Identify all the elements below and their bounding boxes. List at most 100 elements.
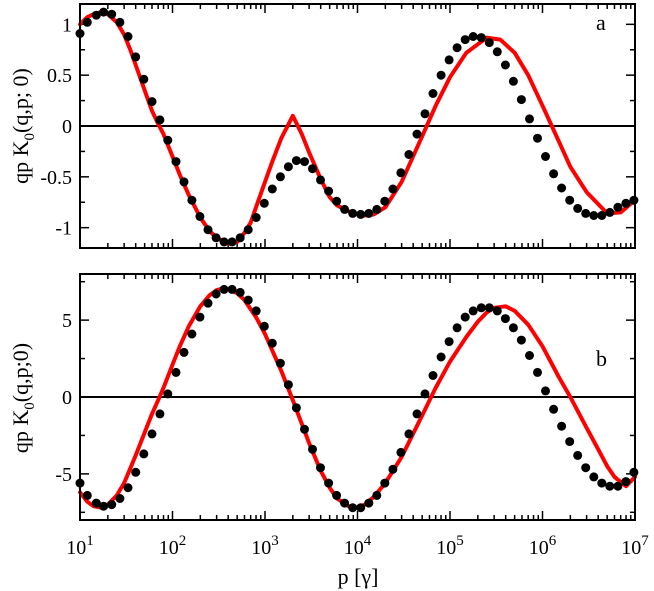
panel-a-data-point	[99, 7, 109, 17]
xtick-label-exponent: 5	[456, 533, 464, 549]
panel-b-data-point	[476, 303, 486, 313]
panel-a-data-point	[516, 95, 526, 105]
panel-a-series-line	[78, 10, 637, 246]
panel-b-data-point	[227, 284, 237, 294]
panel-a-data-point	[557, 183, 567, 193]
xtick-label-base: 10	[436, 537, 456, 559]
panel-b-data-point	[589, 472, 599, 482]
panel-b-data-point	[243, 295, 253, 305]
panel-a-data-point	[235, 233, 245, 243]
panel-a-data-point	[348, 208, 358, 218]
panel-b-data-point	[565, 437, 575, 447]
panel-b-data-point	[396, 447, 406, 457]
panel-b-frame	[79, 273, 636, 521]
xtick-label-base: 10	[344, 537, 364, 559]
panel-a-ylabel-main: qp K	[8, 140, 33, 184]
panel-b-data-point	[171, 367, 181, 377]
panel-b-data-point	[573, 450, 583, 460]
xtick-label: 106	[529, 533, 557, 559]
panel-a-data-point	[195, 212, 205, 221]
panel-b-data-point	[155, 409, 165, 419]
panel-b-data-point	[187, 329, 197, 339]
panel-b-data-point	[123, 483, 133, 493]
panel-b-data-point	[613, 481, 623, 491]
panel-a-ytick-label: 0.5	[47, 65, 72, 87]
panel-b-data-point	[444, 337, 454, 347]
panel-a-data-point	[412, 129, 422, 139]
panel-b-data-point	[420, 389, 430, 399]
panel-b-data-point	[251, 306, 261, 316]
xtick-label-exponent: 6	[549, 533, 557, 549]
panel-b-data-point	[629, 467, 639, 477]
panel-a-data-point	[203, 225, 213, 235]
panel-a-data-point	[324, 186, 334, 196]
panel-a-data-point	[227, 237, 237, 247]
panel-a-data-point	[388, 184, 398, 194]
panel-b-ylabel-main: qp K	[8, 410, 33, 454]
panel-a-ytick-label: 0	[62, 116, 72, 138]
panel-a-data-point	[275, 172, 285, 182]
panel-b-data-point	[99, 501, 109, 511]
panel-b-data-point	[219, 284, 229, 294]
panel-a-data-point	[107, 9, 117, 19]
xtick-label-base: 10	[621, 537, 641, 559]
panel-a-data-point	[243, 225, 253, 235]
panel-b-data-point	[291, 403, 301, 413]
panel-a-data-point	[436, 70, 446, 80]
panel-a-data-point	[549, 169, 559, 179]
panel-b-data-point	[259, 321, 269, 331]
panel-a-data-point	[291, 156, 301, 166]
xtick-label: 107	[621, 533, 649, 559]
panel-a-data-point	[613, 202, 623, 212]
panel-a-data-point	[187, 195, 197, 205]
panel-b-ytick-label: 5	[62, 310, 72, 332]
panel-a-ytick-label: 1	[62, 14, 72, 36]
panel-b-data-point	[364, 498, 374, 508]
panel-a-data-point	[131, 52, 141, 62]
panel-a-data-point	[581, 208, 591, 218]
panel-b-data-point	[533, 367, 542, 377]
panel-b-data-point	[211, 289, 221, 299]
panel-a-data-point	[589, 211, 599, 220]
xtick-label: 101	[66, 533, 94, 559]
panel-b-data-point	[91, 498, 101, 508]
panel-a-data-point	[364, 208, 374, 218]
panel-a-data-point	[283, 162, 293, 172]
panel-a-data-point	[332, 196, 342, 206]
panel-a-frame	[79, 3, 636, 249]
xtick-label-exponent: 7	[641, 533, 649, 549]
xtick-label-exponent: 2	[179, 533, 187, 549]
panel-b-data-point	[308, 444, 317, 454]
panel-b-data-point	[492, 306, 502, 316]
panel-b-data-point	[131, 467, 141, 477]
panel-a-data-point	[541, 152, 550, 161]
panel-a-ytick-label: -0.5	[40, 167, 72, 189]
panel-b-data-point	[452, 323, 462, 333]
panel-b-data-point	[139, 449, 149, 459]
panel-b-data-point	[267, 338, 277, 348]
xtick-label: 102	[159, 533, 187, 559]
panel-b-ytick-label: 0	[62, 387, 72, 409]
panel-a-data-point	[82, 17, 92, 27]
panel-b-data-point	[275, 358, 285, 368]
panel-b-data-point	[484, 303, 494, 313]
panel-b-data-point	[235, 287, 245, 297]
panel-a-data-point	[452, 43, 462, 53]
panel-a-data-point	[251, 213, 261, 222]
panel-b-data-point	[300, 424, 309, 434]
panel-a-letter: a	[596, 10, 606, 35]
xtick-label-base: 10	[529, 537, 549, 559]
panel-b-ylabel-sub: 0	[22, 402, 38, 410]
panel-a-data-point	[267, 184, 277, 194]
xtick-label-base: 10	[251, 537, 271, 559]
panel-b-letter: b	[596, 346, 607, 371]
panel-b-data-point	[468, 306, 478, 316]
panel-a-data-point	[123, 32, 133, 41]
panel-a-plot-area: 1 0.5 0 -0.5 -1	[40, 4, 639, 248]
xtick-label-base: 10	[66, 537, 86, 559]
panel-a-data-point	[396, 168, 406, 178]
xtick-label-exponent: 1	[86, 533, 94, 549]
panel-a-data-point	[420, 109, 430, 119]
